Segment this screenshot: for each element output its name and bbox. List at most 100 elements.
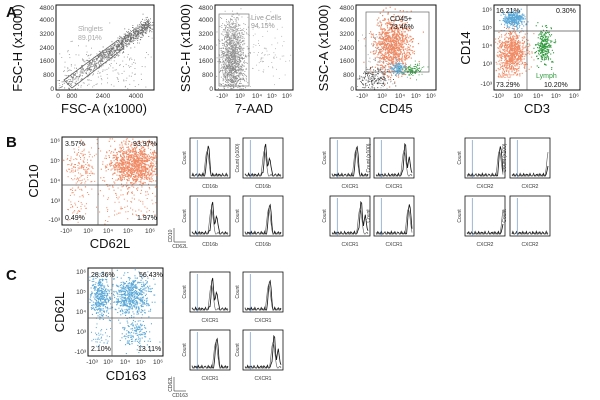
scatter-dot <box>373 69 375 71</box>
scatter-dot <box>410 36 412 38</box>
scatter-dot <box>385 69 387 71</box>
scatter-dot <box>108 49 110 50</box>
scatter-dot <box>70 65 72 67</box>
scatter-dot <box>221 47 223 49</box>
scatter-dot <box>87 64 89 66</box>
scatter-dot <box>240 51 242 53</box>
scatter-dot <box>506 24 508 26</box>
scatter-dot <box>517 17 519 19</box>
scatter-dot <box>126 39 128 41</box>
scatter-dot <box>384 36 386 38</box>
scatter-dot <box>130 39 132 41</box>
scatter-dot <box>105 57 106 59</box>
scatter-dot <box>404 71 406 72</box>
scatter-dot <box>237 37 238 39</box>
scatter-dot <box>226 37 228 39</box>
scatter-dot <box>222 58 223 60</box>
scatter-dot <box>230 88 232 90</box>
scatter-dot <box>139 27 141 29</box>
scatter-dot <box>140 24 142 26</box>
scatter-dot <box>497 47 499 49</box>
scatter-dot <box>383 79 385 81</box>
scatter-dot <box>505 32 507 34</box>
scatter-dot <box>395 63 398 65</box>
scatter-dot <box>399 38 401 40</box>
scatter-dot <box>129 34 130 36</box>
scatter-dot <box>504 20 506 22</box>
scatter-dot <box>238 37 240 39</box>
scatter-dot <box>509 50 511 52</box>
scatter-dot <box>232 30 234 32</box>
gate-pct: 89.01% <box>78 35 102 42</box>
scatter-dot <box>390 77 392 79</box>
scatter-dot <box>387 27 389 29</box>
scatter-dot <box>120 43 122 45</box>
scatter-dot <box>131 39 133 41</box>
scatter-dot <box>396 73 397 75</box>
scatter-dot <box>221 64 223 66</box>
scatter-dot <box>395 55 397 57</box>
scatter-dot <box>225 55 227 57</box>
scatter-dot <box>383 19 385 21</box>
scatter-dot <box>224 63 226 65</box>
scatter-dot <box>137 42 139 44</box>
singlets-gate <box>63 39 125 89</box>
scatter-dot <box>391 67 393 69</box>
scatter-dot <box>106 49 108 51</box>
scatter-dot <box>515 64 517 66</box>
scatter-dot <box>235 81 237 83</box>
scatter-dot <box>360 81 362 82</box>
scatter-dot <box>405 66 407 68</box>
scatter-dot <box>512 42 514 44</box>
scatter-dot <box>86 70 88 72</box>
scatter-dot <box>146 23 148 25</box>
scatter-dot <box>236 51 238 53</box>
scatter-dot <box>384 69 386 71</box>
scatter-dot <box>146 52 147 53</box>
scatter-dot <box>144 22 146 24</box>
scatter-dot <box>413 66 415 67</box>
scatter-dot <box>281 26 283 28</box>
scatter-dot <box>226 69 227 71</box>
scatter-dot <box>68 87 69 89</box>
scatter-dot <box>97 62 99 63</box>
scatter-dot <box>131 38 133 39</box>
scatter-dot <box>102 58 103 59</box>
scatter-dot <box>237 55 239 57</box>
scatter-dot <box>246 32 247 34</box>
scatter-dot <box>233 72 234 74</box>
scatter-dot <box>513 69 515 71</box>
scatter-dot <box>144 66 146 68</box>
scatter-dot <box>243 51 244 53</box>
scatter-dot <box>80 86 82 88</box>
scatter-dot <box>379 69 381 71</box>
scatter-dot <box>412 70 414 72</box>
scatter-dot <box>66 75 68 77</box>
scatter-dot <box>138 28 140 29</box>
scatter-dot <box>236 17 238 18</box>
scatter-dot <box>71 75 72 77</box>
scatter-dot <box>136 26 138 28</box>
scatter-dot <box>134 31 136 33</box>
scatter-dot <box>94 62 96 64</box>
scatter-dot <box>395 36 397 38</box>
scatter-dot <box>223 64 225 66</box>
scatter-dot <box>394 51 396 53</box>
scatter-dot <box>126 36 128 37</box>
scatter-dot <box>263 61 264 62</box>
scatter-dot <box>227 34 229 36</box>
scatter-dot <box>224 77 226 79</box>
scatter-dot <box>233 70 235 71</box>
scatter-dot <box>511 27 513 29</box>
scatter-dot <box>108 51 110 52</box>
scatter-dot <box>108 67 110 69</box>
scatter-dot <box>240 59 241 61</box>
scatter-dot <box>129 33 130 35</box>
scatter-dot <box>384 49 387 51</box>
scatter-dot <box>396 69 398 71</box>
scatter-dot <box>129 83 131 85</box>
scatter-dot <box>373 78 375 79</box>
scatter-dot <box>368 80 370 82</box>
scatter-dot <box>511 49 513 51</box>
scatter-dot <box>385 54 387 56</box>
